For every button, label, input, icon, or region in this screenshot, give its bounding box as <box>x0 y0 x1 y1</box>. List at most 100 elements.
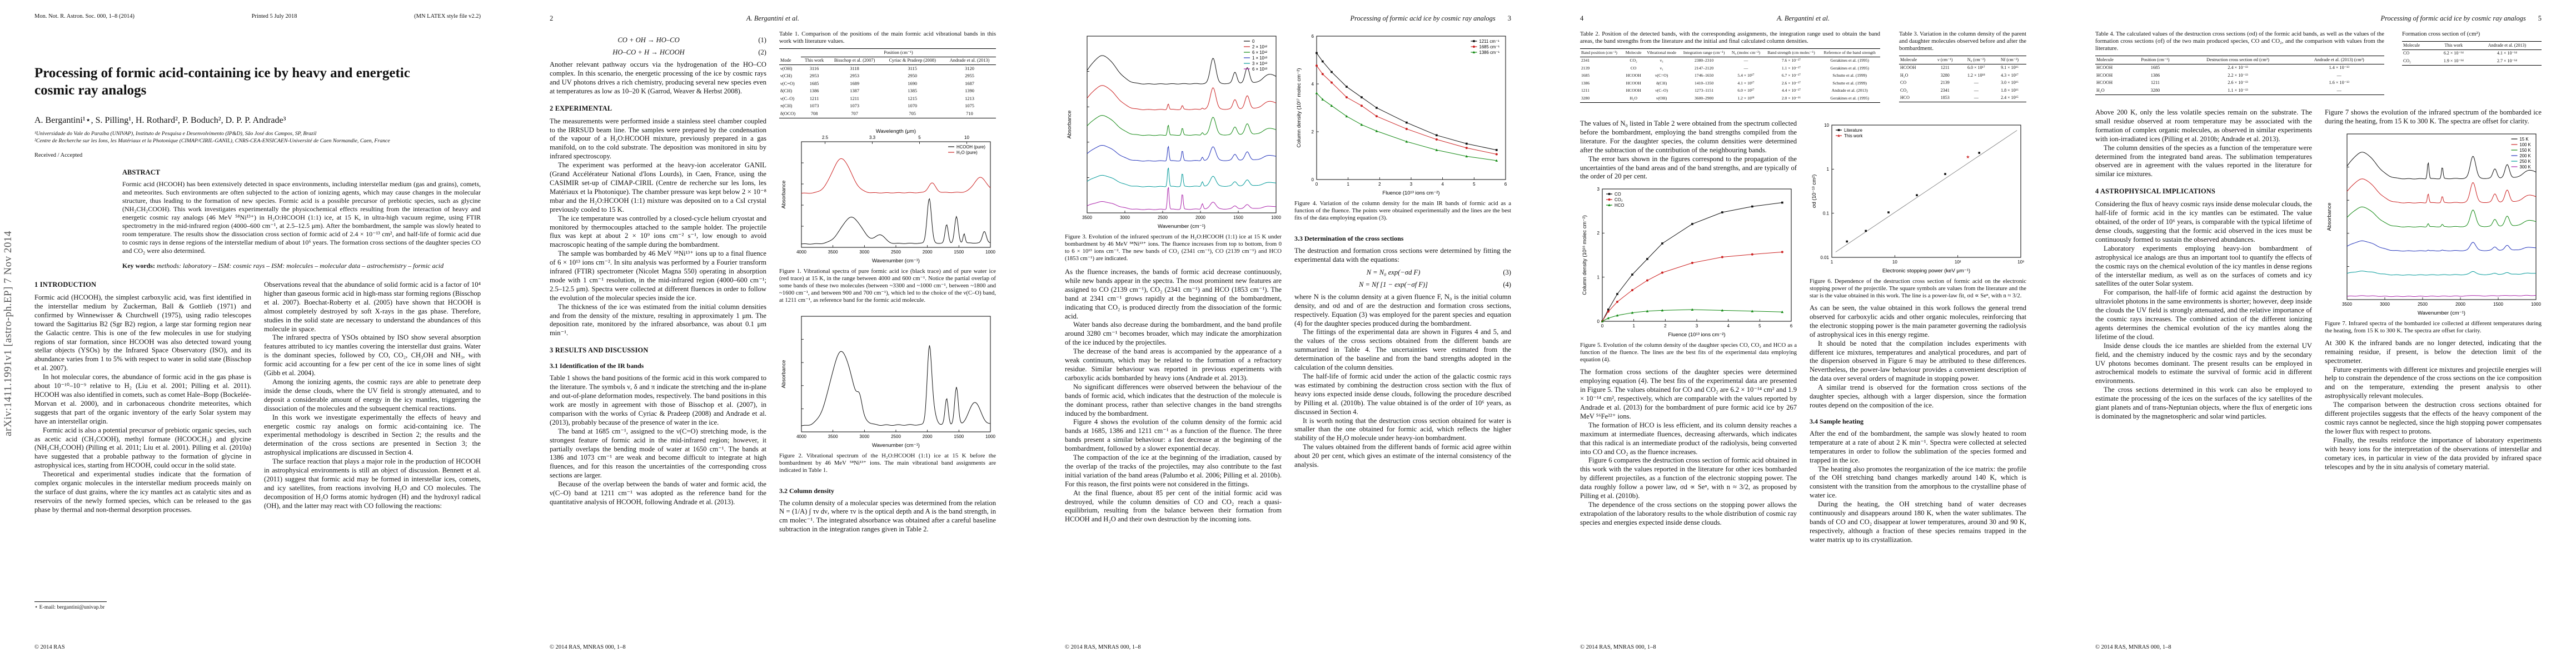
figure-caption: Figure 6. Dependence of the destruction … <box>1810 278 2026 299</box>
column-left: The values of N₀ listed in Table 2 were … <box>1580 120 1797 626</box>
running-title: Processing of formic acid ice by cosmic … <box>2380 14 2526 22</box>
svg-text:10: 10 <box>1892 260 1897 265</box>
body-paragraph: The heating also promotes the reorganiza… <box>1810 465 2026 500</box>
svg-text:4: 4 <box>1441 182 1444 187</box>
subsection-heading: 3.1 Identification of the IR bands <box>550 362 644 370</box>
running-head: Processing of formic acid ice by cosmic … <box>1065 14 1511 23</box>
running-head: 2 A. Bergantini et al. <box>550 14 996 23</box>
keywords-label: Key words: <box>122 262 155 270</box>
affiliation-2: ²Centre de Recherche sur les Ions, les M… <box>34 138 390 144</box>
svg-text:2: 2 <box>1664 323 1667 328</box>
svg-text:15 K: 15 K <box>2520 137 2529 142</box>
svg-text:4: 4 <box>1727 323 1730 328</box>
svg-text:2000: 2000 <box>1195 215 1205 220</box>
svg-text:1000: 1000 <box>985 434 995 439</box>
running-head: 4 A. Bergantini et al. <box>1580 14 2026 23</box>
svg-text:3000: 3000 <box>2380 302 2390 307</box>
body-paragraph: The values of N₀ listed in Table 2 were … <box>1580 120 1797 154</box>
abstract-text: Formic acid (HCOOH) has been extensively… <box>122 180 481 255</box>
column-right: Observations reveal that the abundance o… <box>264 281 481 593</box>
copyright-footer: © 2014 RAS, MNRAS 000, 1–8 <box>2095 644 2171 650</box>
svg-text:3500: 3500 <box>828 250 838 255</box>
svg-text:★: ★ <box>1837 133 1841 138</box>
svg-text:Wavelength (μm): Wavelength (μm) <box>876 128 916 135</box>
svg-text:3000: 3000 <box>859 250 869 255</box>
section-heading: 1 INTRODUCTION <box>34 281 97 288</box>
subsection-heading: 3.2 Column density <box>779 486 835 495</box>
footnote: ⋆ E-mail: bergantini@univap.br <box>34 601 251 610</box>
svg-text:2500: 2500 <box>1158 215 1168 220</box>
svg-text:10: 10 <box>964 135 969 140</box>
svg-text:2000: 2000 <box>923 434 933 439</box>
data-table: Molecule ν (cm⁻¹) N₀ (cm⁻²) Nf (cm⁻²) HCOOH 1… <box>1899 56 2026 102</box>
body-paragraph: The column densities of the species as a… <box>2095 143 2312 178</box>
data-table: Molecule Position (cm⁻¹) Destruction cross… <box>2095 56 2384 95</box>
svg-text:Literature: Literature <box>1844 128 1862 133</box>
svg-text:4: 4 <box>1312 82 1314 87</box>
body-paragraph: Because of the overlap between the bands… <box>550 480 766 506</box>
table-3-block: Table 3. Variation in the column density… <box>1899 31 2026 102</box>
table-caption: Table 3. Variation in the column density… <box>1899 31 2026 52</box>
body-paragraph: At the final fluence, about 85 per cent … <box>1065 489 1282 524</box>
svg-text:Wavenumber (cm⁻¹): Wavenumber (cm⁻¹) <box>872 258 920 264</box>
svg-text:HCO: HCO <box>1615 203 1624 208</box>
table-caption: Table 1. Comparison of the positions of … <box>779 31 996 44</box>
svg-text:6 × 10¹²: 6 × 10¹² <box>1252 50 1267 55</box>
body-paragraph: As can be seen, the value obtained in th… <box>1810 304 2026 339</box>
received-line: Received / Accepted <box>34 152 83 158</box>
svg-text:H₂O (pure): H₂O (pure) <box>956 150 978 155</box>
svg-text:Fluence (10¹³ ions cm⁻²): Fluence (10¹³ ions cm⁻²) <box>1382 190 1439 196</box>
spacer <box>779 304 996 311</box>
copyright-footer: © 2014 RAS, MNRAS 000, 1–8 <box>1580 644 1656 650</box>
column-left: 1 INTRODUCTION Formic acid (HCOOH), the s… <box>34 281 251 593</box>
body-paragraph: Theoretical and experimental studies ind… <box>34 470 251 514</box>
svg-text:1386 cm⁻¹: 1386 cm⁻¹ <box>1479 50 1500 55</box>
body-paragraph: As the fluence increases, the bands of f… <box>1065 268 1282 320</box>
svg-text:0.01: 0.01 <box>1820 255 1829 260</box>
figure-caption: Figure 4. Variation of the column densit… <box>1294 200 1511 221</box>
svg-text:4000: 4000 <box>796 250 806 255</box>
spacer <box>1294 222 1511 227</box>
column-right: 1 10 10² 10³ Electronic stopping power (keV … <box>1810 120 2026 626</box>
svg-text:2: 2 <box>1312 130 1314 135</box>
svg-text:3 × 10¹³: 3 × 10¹³ <box>1252 61 1267 66</box>
data-table: Band position (cm⁻¹) Molecule Vibrational … <box>1580 48 1880 103</box>
body-paragraph: Considering the flux of heavy cosmic ray… <box>2095 200 2312 243</box>
page-5: Processing of formic acid ice by cosmic … <box>2061 0 2576 667</box>
svg-text:300 K: 300 K <box>2520 165 2532 170</box>
page-3: Processing of formic acid ice by cosmic … <box>1030 0 1546 667</box>
page-number: 3 <box>1507 14 1511 22</box>
copyright-footer: © 2014 RAS, MNRAS 000, 1–8 <box>1065 644 1141 650</box>
body-paragraph: In hot molecular cores, the abundance of… <box>34 373 251 425</box>
subsection-heading: 3.3 Determination of the cross sections <box>1294 235 1404 242</box>
keywords-text: methods: laboratory – ISM: cosmic rays –… <box>157 262 444 270</box>
body-paragraph: The fittings of the experimental data ar… <box>1294 328 1511 372</box>
table-4b-block: Formation cross section σf (cm²) Molecule… <box>2402 31 2542 66</box>
svg-text:4000: 4000 <box>796 434 806 439</box>
svg-text:100 K: 100 K <box>2520 142 2532 147</box>
section-heading: 3 RESULTS AND DISCUSSION <box>550 346 649 355</box>
svg-text:2500: 2500 <box>891 434 901 439</box>
figure-5-plot: 0 1 2 3 4 5 6 Fluence (10¹³ ions cm⁻²) Column de… <box>1580 183 1797 339</box>
body-paragraph: No significant differences were observed… <box>1065 382 1282 417</box>
body-paragraph: Among the ionizing agents, the cosmic ra… <box>264 377 481 412</box>
svg-text:1: 1 <box>1632 323 1635 328</box>
body-paragraph: The destruction and formation cross sect… <box>1294 247 1511 263</box>
subsection-heading: 3.4 Sample heating <box>1810 417 1864 425</box>
spacer <box>1810 300 2026 304</box>
svg-text:200 K: 200 K <box>2520 153 2532 158</box>
svg-text:5: 5 <box>1473 182 1476 187</box>
spacer <box>2325 335 2542 339</box>
svg-text:3: 3 <box>1696 323 1698 328</box>
affiliations: ¹Universidade do Vale do Paraíba (UNIVAP… <box>34 130 468 145</box>
svg-text:2: 2 <box>1378 182 1381 187</box>
page-2: 2 A. Bergantini et al. CO + OH → HO–CO (1… <box>515 0 1030 667</box>
running-author: A. Bergantini et al. <box>1776 14 1830 22</box>
svg-text:2500: 2500 <box>891 250 901 255</box>
body-paragraph: Figure 7 shows the evolution of the infr… <box>2325 108 2542 125</box>
body-paragraph: A similar trend is observed for the form… <box>1810 384 2026 409</box>
data-table: Position (cm⁻¹) Mode This work Bisschop et … <box>779 48 996 118</box>
body-paragraph: Another relevant pathway occurs via the … <box>550 61 766 95</box>
svg-text:2 × 10¹²: 2 × 10¹² <box>1252 44 1267 49</box>
